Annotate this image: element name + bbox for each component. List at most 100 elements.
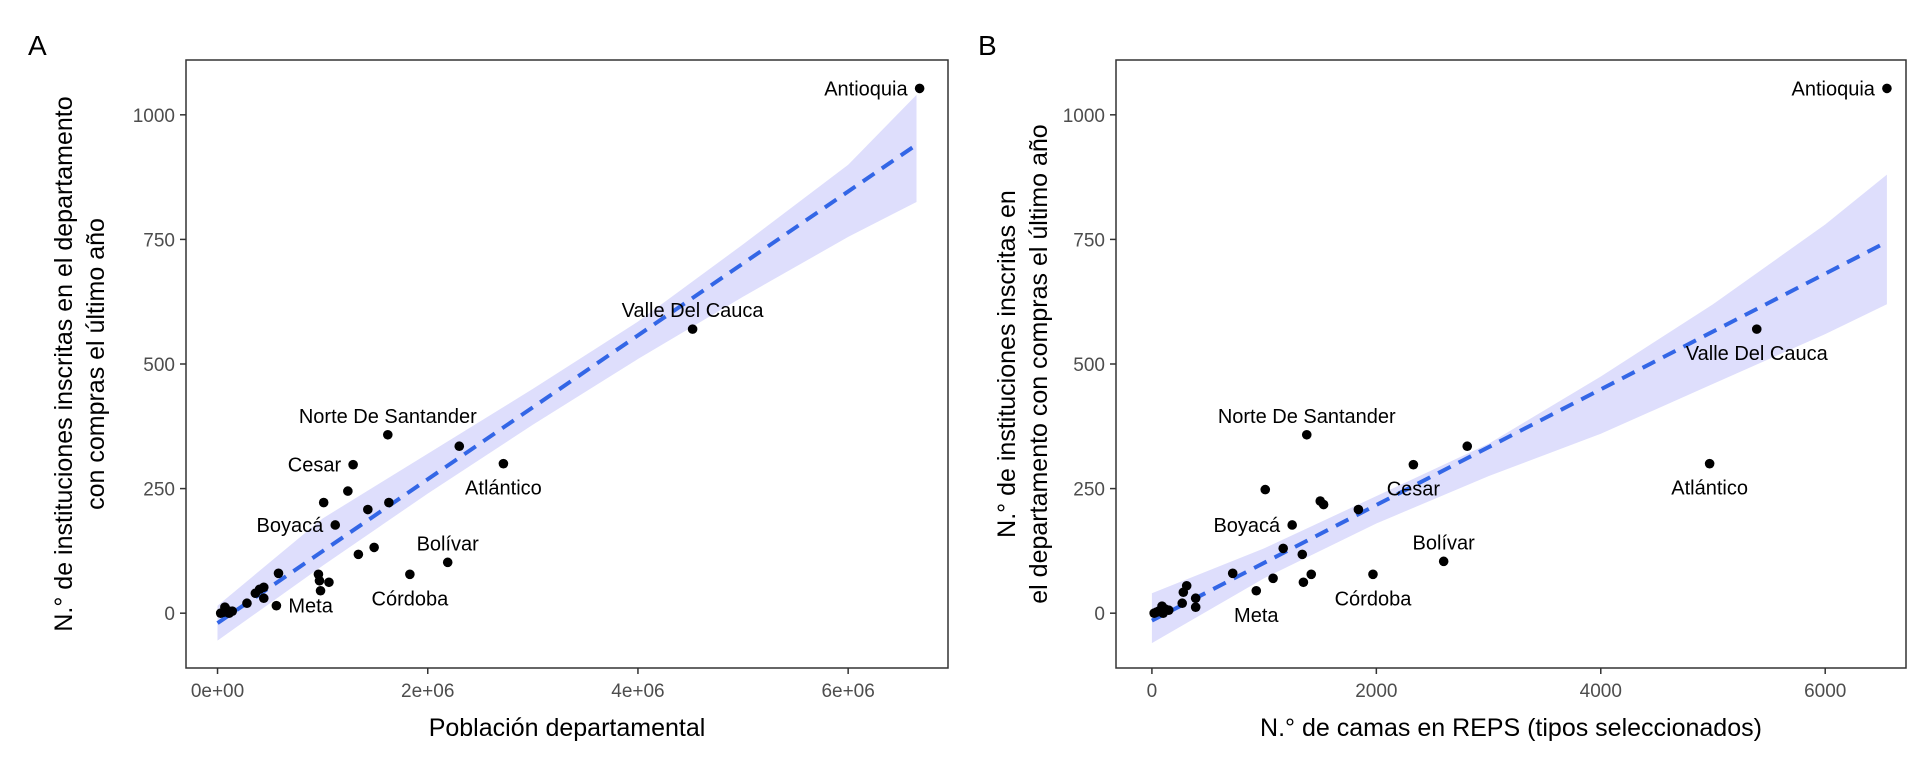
point-label: Norte De Santander [299,406,477,428]
y-tick-label: 750 [143,230,175,251]
data-point [271,600,282,611]
data-point [1251,585,1262,596]
data-point [258,593,269,604]
point-label: Bolívar [417,533,480,555]
data-point [1462,441,1473,452]
point-label: Córdoba [372,588,450,610]
confidence-band [1151,174,1887,644]
point-label: Boyacá [1213,515,1281,537]
y-tick-label: 0 [164,604,175,625]
data-point [1438,556,1449,567]
data-point [353,549,364,560]
x-tick-label: 2e+06 [401,681,454,702]
data-point [1353,504,1364,515]
point-label: Córdoba [1335,588,1413,610]
data-point [1151,607,1162,617]
point-label: Atlántico [465,478,542,500]
data-point [1190,602,1201,612]
regression-line [216,143,918,625]
data-point [242,598,252,609]
point-label: Cesar [288,455,342,477]
data-point [227,606,238,616]
panel-letter-b: B [978,30,997,61]
data-point [454,441,465,452]
point-label: Norte De Santander [1218,406,1396,428]
y-tick-label: 250 [143,480,175,501]
data-point [405,569,415,580]
y-axis-label: N.° de instituciones inscritas en el dep… [50,96,78,631]
x-tick-label: 6e+06 [821,681,874,702]
data-point [1882,83,1892,94]
x-tick-label: 4e+06 [611,681,664,702]
y-tick-label: 1000 [1063,106,1105,127]
y-axis-label: con compras el último año [82,218,110,510]
data-point [1306,569,1317,580]
data-point [1318,499,1329,510]
data-point [1268,573,1278,584]
x-tick-label: 2000 [1355,681,1397,702]
point-label: Cesar [1387,479,1441,501]
x-tick-label: 4000 [1580,681,1622,702]
point-label: Bolívar [1413,532,1476,554]
data-point [215,608,226,618]
x-axis-label: Población departamental [429,714,706,742]
data-point [442,557,453,568]
data-point [384,497,394,508]
data-point [348,459,358,470]
point-label: Meta [288,596,333,618]
data-point [318,497,329,508]
data-point [914,83,925,94]
data-point [314,575,325,586]
point-label: Valle Del Cauca [1686,343,1829,365]
data-point [369,542,379,553]
x-axis-label: N.° de camas en REPS (tipos seleccionado… [1260,714,1762,742]
data-point [1163,605,1174,615]
data-point [1751,324,1762,334]
point-label: Meta [1234,605,1279,627]
data-point [1177,598,1188,609]
y-tick-label: 500 [1073,355,1105,376]
y-tick-label: 0 [1094,604,1105,625]
data-point [330,520,341,530]
x-tick-label: 0 [1147,681,1158,702]
y-axis-label: el departamento con compras el último añ… [1025,124,1053,603]
confidence-band [217,94,917,641]
point-label: Boyacá [257,515,325,537]
data-point [1297,549,1308,560]
data-point [324,577,334,588]
data-point [1298,577,1309,588]
x-tick-label: 6000 [1804,681,1846,702]
data-point [1278,543,1289,554]
chart-panel-a: 0e+00 2e+06 4e+06 6e+06 0 250 500 750 1000 Poblac… [50,59,949,742]
y-tick-label: 500 [143,355,175,376]
data-point [1260,484,1271,495]
data-point [498,458,509,469]
data-point [1227,568,1238,579]
data-point [1178,587,1189,598]
data-point [1301,429,1312,440]
data-point [1287,520,1297,530]
chart-panel-b: 0 2000 4000 6000 0 250 500 750 1000 N.° de camas … [993,59,1907,742]
y-tick-label: 250 [1073,480,1105,501]
y-tick-label: 1000 [133,106,175,127]
data-point [273,568,284,579]
point-label: Atlántico [1671,478,1748,500]
data-point [250,588,261,599]
data-point [315,585,326,596]
data-point [1704,458,1715,469]
data-point [1190,593,1201,604]
point-label: Antioquia [1792,78,1876,100]
point-label: Valle Del Cauca [622,300,765,322]
point-label: Antioquia [824,78,908,100]
data-point [343,486,353,496]
data-point [1368,569,1378,580]
y-tick-label: 750 [1073,230,1105,251]
data-point [687,324,698,334]
y-axis-label: N.° de instituciones inscritas en [993,190,1021,538]
data-point [363,504,373,515]
x-tick-label: 0e+00 [191,681,244,702]
data-point [1408,459,1419,470]
data-point [382,429,393,440]
